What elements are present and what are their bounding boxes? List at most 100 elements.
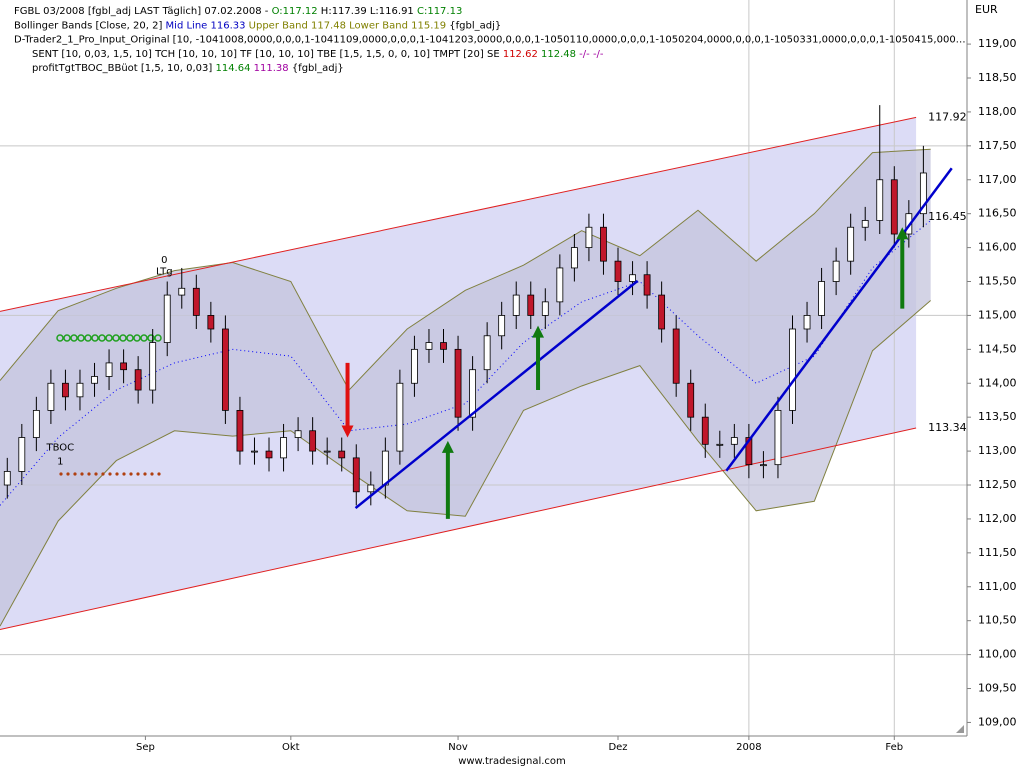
legend-text: SENT [10, 0,03, 1,5, 10] TCH [10, 10, 10… xyxy=(32,49,503,60)
signal-dot xyxy=(126,334,134,342)
signal-dot xyxy=(91,334,99,342)
candle-body xyxy=(352,457,360,493)
candle-body xyxy=(629,274,636,282)
candle-body xyxy=(3,471,11,486)
candle-body xyxy=(454,348,462,418)
x-tick-label: Feb xyxy=(885,742,903,753)
annotation: 1 xyxy=(57,456,63,467)
y-tick-label: 111,00 xyxy=(978,580,1017,593)
candle-body xyxy=(614,260,622,282)
y-tick-label: 115,50 xyxy=(978,275,1017,288)
candle-body xyxy=(47,382,55,411)
channel-label: 113.34 xyxy=(928,421,967,434)
signal-dot xyxy=(119,334,127,342)
candle-body xyxy=(62,382,69,398)
candle-body xyxy=(541,301,549,316)
signal-dot xyxy=(98,334,106,342)
candle-body xyxy=(556,267,564,303)
legend-line: SENT [10, 0,03, 1,5, 10] TCH [10, 10, 10… xyxy=(32,49,604,60)
signal-dot xyxy=(70,334,78,342)
y-tick-label: 114,00 xyxy=(978,376,1017,389)
candle-body xyxy=(687,382,695,418)
candle-body xyxy=(585,226,593,248)
candle-body xyxy=(643,274,651,296)
legend-text: profitTgtTBOC_BBüot [1,5, 10, 0,03] xyxy=(32,63,215,74)
candle-body xyxy=(498,315,506,337)
target-dot xyxy=(73,472,77,476)
x-tick-label: Okt xyxy=(282,742,300,753)
y-tick-label: 117,50 xyxy=(978,139,1017,152)
legend-text: -/- -/- xyxy=(576,49,604,60)
signal-dot xyxy=(140,334,148,342)
legend-text: 114.64 xyxy=(215,63,250,74)
candle-body xyxy=(861,220,869,228)
signal-dot xyxy=(147,334,155,342)
candle-body xyxy=(381,450,389,486)
target-dot xyxy=(101,472,105,476)
candle-body xyxy=(440,342,447,350)
candle-body xyxy=(876,179,884,221)
legend-text: {fgbl_adj} xyxy=(446,20,501,31)
target-dot xyxy=(122,472,126,476)
x-tick-label: Sep xyxy=(136,742,155,753)
legend-line: Bollinger Bands [Close, 20, 2] Mid Line … xyxy=(14,20,501,31)
channel-label: 117.92 xyxy=(928,110,967,123)
legend-text: D-Trader2_1_Pro_Input_Original [10, -104… xyxy=(14,35,966,46)
y-tick-label: 110,50 xyxy=(978,614,1017,627)
signal-dot xyxy=(154,334,162,342)
target-dot xyxy=(129,472,133,476)
candle-body xyxy=(323,450,331,453)
y-tick-label: 119,00 xyxy=(978,37,1017,50)
legend-text: Bollinger Bands [Close, 20, 2] xyxy=(14,20,166,31)
candle-body xyxy=(280,437,287,459)
target-dot xyxy=(115,472,119,476)
candle-body xyxy=(236,409,244,452)
y-tick-label: 109,00 xyxy=(978,715,1017,728)
signal-dot xyxy=(56,334,64,342)
legend-line: D-Trader2_1_Pro_Input_Original [10, -104… xyxy=(14,35,966,46)
candle-body xyxy=(512,294,520,316)
annotation: TBOC xyxy=(46,443,75,454)
signal-dot xyxy=(77,334,85,342)
candle-body xyxy=(367,484,375,493)
candle-body xyxy=(120,362,128,371)
candle-body xyxy=(701,416,709,445)
target-dot xyxy=(157,472,161,476)
trendline xyxy=(725,167,953,472)
bollinger-upper xyxy=(0,148,931,391)
candle-body xyxy=(338,450,346,459)
candle-body xyxy=(91,376,98,384)
candle-body xyxy=(265,450,273,459)
target-dot xyxy=(136,472,140,476)
candle-body xyxy=(192,287,200,316)
y-tick-label: 115,00 xyxy=(978,308,1017,321)
candle-body xyxy=(411,348,418,384)
candle-body xyxy=(251,450,258,453)
candle-body xyxy=(18,437,26,472)
candle-body xyxy=(919,172,927,215)
target-dot xyxy=(94,472,98,476)
annotation: LTg xyxy=(156,266,173,277)
candle-body xyxy=(774,409,782,466)
y-tick-label: 118,50 xyxy=(978,71,1017,84)
target-dot xyxy=(66,472,70,476)
candle-body xyxy=(570,247,578,269)
candle-body xyxy=(803,315,811,330)
arrow-head xyxy=(341,425,354,438)
candle-body xyxy=(730,437,738,445)
x-tick-label: 2008 xyxy=(736,742,761,753)
candle-body xyxy=(745,437,753,466)
arrow-head xyxy=(441,440,454,453)
target-dot xyxy=(59,472,63,476)
y-tick-label: 113,00 xyxy=(978,444,1017,457)
x-tick-label: Dez xyxy=(608,742,627,753)
channel-upper xyxy=(0,116,917,312)
band-fill xyxy=(0,149,931,627)
annotation: 0 xyxy=(161,255,167,266)
y-tick-label: 113,50 xyxy=(978,410,1017,423)
target-dot xyxy=(87,472,91,476)
y-tick-label: 116,00 xyxy=(978,241,1017,254)
y-tick-label: 111,50 xyxy=(978,546,1017,559)
